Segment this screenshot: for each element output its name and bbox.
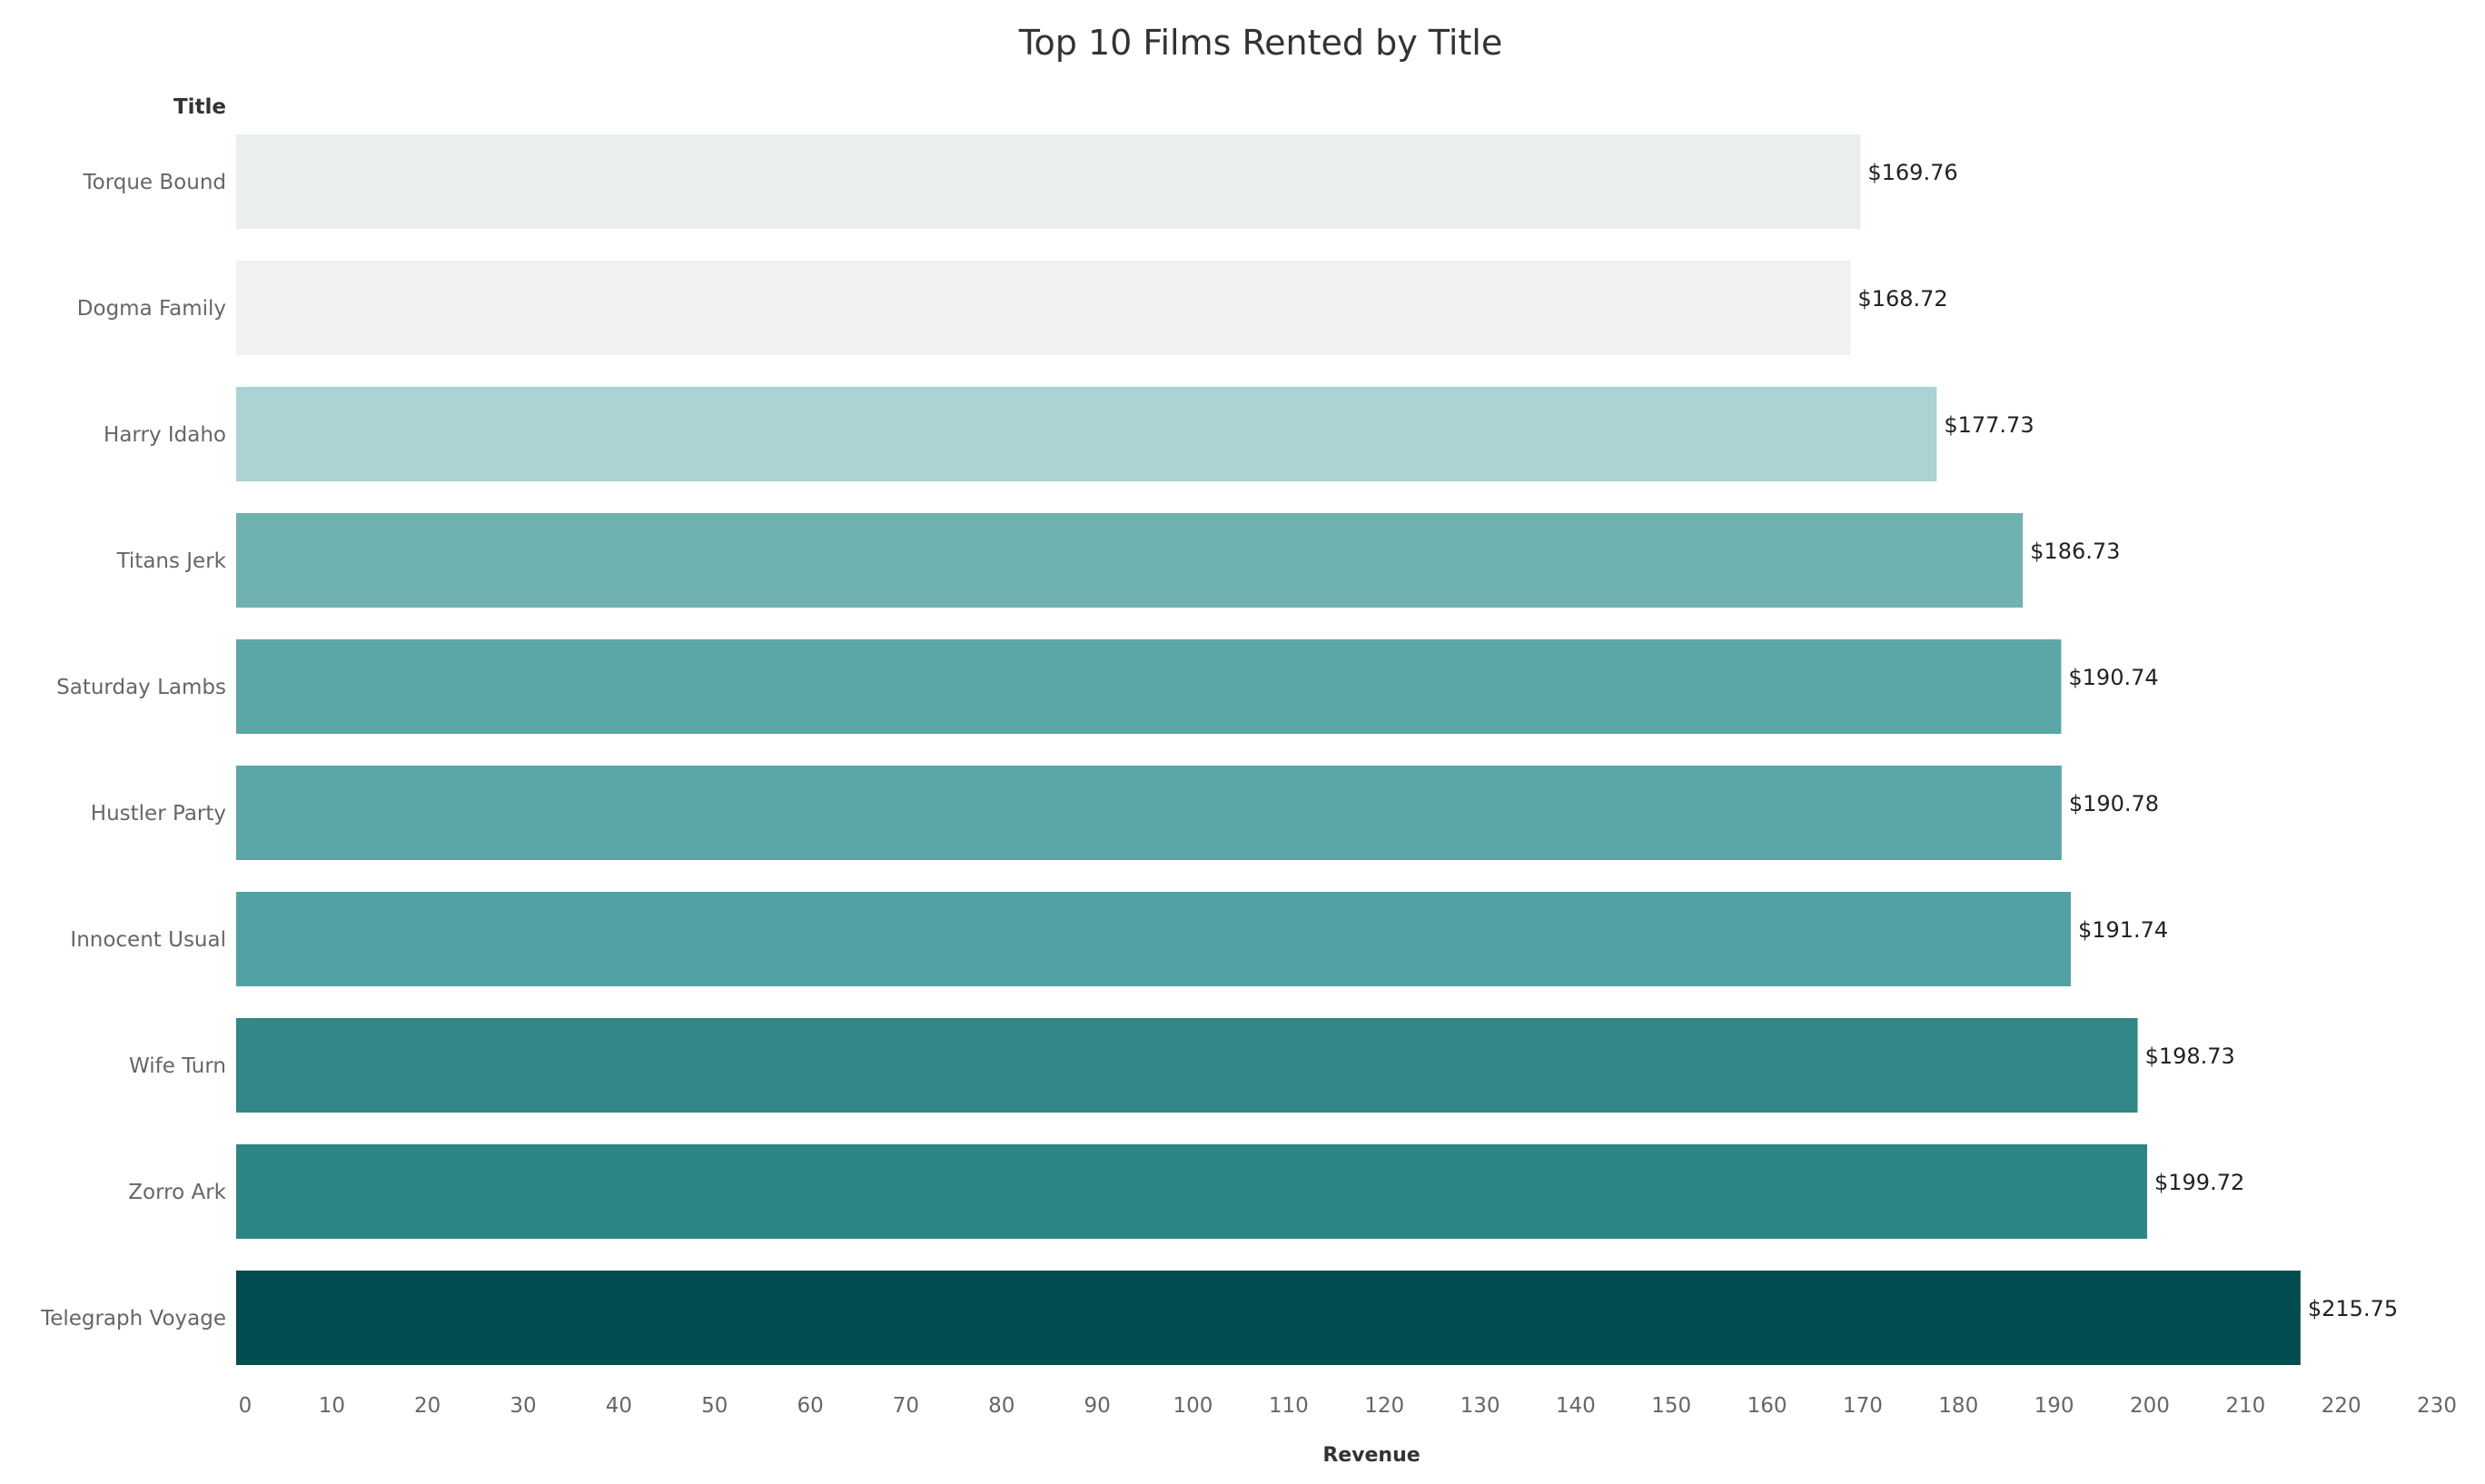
data-label: $186.73 xyxy=(2030,539,2120,564)
data-label: $168.72 xyxy=(1857,286,1947,312)
data-label: $169.76 xyxy=(1867,160,1957,185)
bar xyxy=(236,892,2071,986)
tick-label: 40 xyxy=(606,1394,632,1418)
tick-label: 210 xyxy=(2225,1394,2265,1418)
bar xyxy=(236,387,1937,481)
tick-label: 90 xyxy=(1084,1394,1110,1418)
tick-label: 170 xyxy=(1843,1394,1883,1418)
category-label: Titans Jerk xyxy=(116,549,227,573)
tick-label: 120 xyxy=(1364,1394,1404,1418)
category-label: Harry Idaho xyxy=(104,423,226,447)
category-label: Hustler Party xyxy=(91,802,226,826)
category-label: Innocent Usual xyxy=(70,928,226,952)
tick-label: 150 xyxy=(1651,1394,1691,1418)
bars-layer xyxy=(236,134,2301,1365)
tick-label: 220 xyxy=(2322,1394,2361,1418)
data-label: $191.74 xyxy=(2078,917,2168,943)
bar xyxy=(236,766,2062,860)
tick-label: 180 xyxy=(1938,1394,1978,1418)
bar xyxy=(236,1271,2301,1365)
category-labels: Torque Bound Dogma Family Harry Idaho Titan… xyxy=(40,171,227,1331)
tick-label: 80 xyxy=(988,1394,1015,1418)
tick-label: 60 xyxy=(797,1394,823,1418)
data-label: $177.73 xyxy=(1944,412,2034,438)
tick-label: 200 xyxy=(2130,1394,2170,1418)
tick-label: 30 xyxy=(510,1394,536,1418)
tick-label: 160 xyxy=(1747,1394,1787,1418)
data-label: $215.75 xyxy=(2308,1296,2398,1321)
tick-label: 110 xyxy=(1269,1394,1309,1418)
tick-label: 70 xyxy=(893,1394,919,1418)
category-label: Telegraph Voyage xyxy=(40,1307,226,1331)
bar xyxy=(236,134,1861,229)
tick-label: 190 xyxy=(2035,1394,2074,1418)
tick-label: 50 xyxy=(701,1394,728,1418)
bar xyxy=(236,261,1851,355)
category-label: Zorro Ark xyxy=(128,1181,226,1204)
tick-label: 100 xyxy=(1173,1394,1213,1418)
value-labels: $169.76 $168.72 $177.73 $186.73 $190.74 $190.… xyxy=(1857,160,2398,1321)
x-axis-ticks: 0 10 20 30 40 50 60 70 80 90 100 110 120 130 140 150 160… xyxy=(239,1394,2457,1418)
tick-label: 140 xyxy=(1556,1394,1596,1418)
data-label: $199.72 xyxy=(2154,1170,2244,1195)
row-header-title: Title xyxy=(173,95,226,119)
data-label: $190.74 xyxy=(2068,665,2158,690)
category-label: Dogma Family xyxy=(77,297,226,321)
tick-label: 20 xyxy=(414,1394,441,1418)
category-label: Wife Turn xyxy=(129,1054,226,1078)
bar xyxy=(236,1018,2138,1113)
category-label: Torque Bound xyxy=(82,171,226,194)
tick-label: 130 xyxy=(1460,1394,1500,1418)
tick-label: 0 xyxy=(239,1394,252,1418)
bar xyxy=(236,639,2062,734)
tick-label: 230 xyxy=(2417,1394,2457,1418)
data-label: $198.73 xyxy=(2145,1044,2235,1069)
x-axis-title: Revenue xyxy=(1322,1444,1420,1467)
bar xyxy=(236,1144,2148,1239)
category-label: Saturday Lambs xyxy=(56,676,226,699)
data-label: $190.78 xyxy=(2069,791,2159,816)
bar xyxy=(236,513,2024,608)
chart-title: Top 10 Films Rented by Title xyxy=(1018,23,1503,63)
tick-label: 10 xyxy=(319,1394,345,1418)
